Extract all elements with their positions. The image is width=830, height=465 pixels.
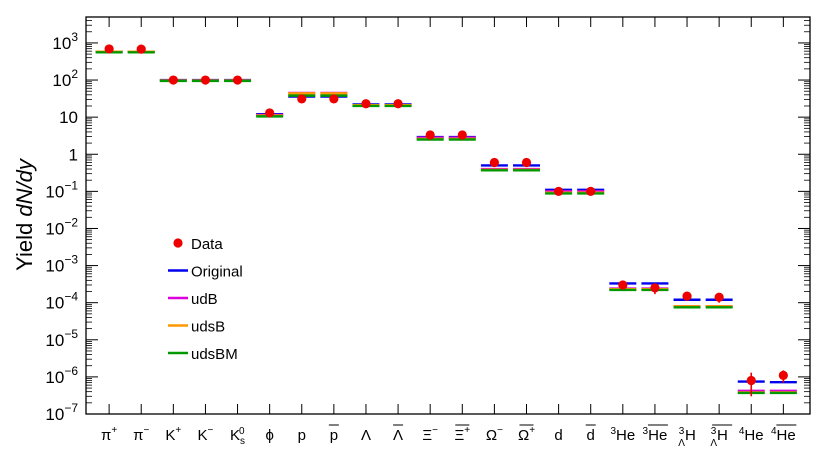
data-point xyxy=(586,186,596,196)
x-tick-label: Λ xyxy=(393,427,403,444)
data-point xyxy=(714,292,724,302)
data-point xyxy=(168,75,178,85)
data-point xyxy=(136,44,146,54)
y-axis-label-italic: dN/dy xyxy=(12,157,37,216)
data-point xyxy=(746,375,756,386)
x-tick-label: π− xyxy=(133,425,149,444)
legend-label-udsB: udsB xyxy=(191,319,225,336)
y-tick-label: 1 xyxy=(69,145,78,164)
y-tick-label: 10−1 xyxy=(45,178,78,201)
data-point xyxy=(104,44,114,54)
data-point xyxy=(393,99,403,109)
x-tick-label: p xyxy=(298,427,306,444)
series-udsBM xyxy=(95,51,797,395)
y-tick-label: 10−2 xyxy=(45,215,78,238)
data-point xyxy=(200,75,211,85)
y-axis-label: Yield dN/dy xyxy=(12,157,37,271)
legend-marker-data xyxy=(173,238,183,248)
x-tick-label: Ω− xyxy=(486,425,503,444)
y-tick-label: 103 xyxy=(52,30,78,53)
x-tick-label: K+ xyxy=(165,425,181,444)
data-point xyxy=(489,157,499,168)
data-point xyxy=(521,157,532,168)
data-point xyxy=(265,108,275,118)
y-tick-label: 10−5 xyxy=(45,327,78,350)
y-tick-label: 10−7 xyxy=(45,401,78,424)
x-tick-label: K− xyxy=(198,425,214,444)
data-point xyxy=(425,130,435,140)
series-data xyxy=(104,44,788,397)
data-point xyxy=(778,370,788,380)
y-tick-label: 10−4 xyxy=(45,290,78,313)
x-tick-label: ϕ xyxy=(265,427,273,444)
x-tick-label: Ω+ xyxy=(518,425,535,444)
x-tick-label: Ξ+ xyxy=(454,425,470,444)
x-tick-label: 3He xyxy=(643,426,668,444)
series-udB xyxy=(95,50,797,393)
x-tick-label: 3 ΛH xyxy=(678,426,696,449)
chart-marks xyxy=(95,44,797,397)
legend-label-data: Data xyxy=(191,236,223,253)
legend-label-udB: udB xyxy=(191,291,218,308)
data-point xyxy=(457,130,467,140)
data-point xyxy=(232,75,243,85)
x-tick-label: Ξ− xyxy=(422,425,438,444)
x-tick-label: 4He xyxy=(739,426,764,444)
data-point xyxy=(297,94,307,104)
data-point xyxy=(361,99,371,109)
x-tick-label: 3He xyxy=(610,426,635,444)
legend-label-Original: Original xyxy=(191,264,243,281)
x-tick-label: p xyxy=(330,427,338,444)
plot-frame xyxy=(85,16,811,415)
y-tick-label: 10−3 xyxy=(45,253,78,276)
data-point xyxy=(682,291,692,301)
x-tick-label: d xyxy=(587,427,595,444)
data-point xyxy=(329,94,339,104)
x-tick-label: π+ xyxy=(101,425,117,444)
x-tick-label: Λ xyxy=(361,427,371,444)
y-tick-label: 10 xyxy=(59,108,78,127)
y-tick-label: 102 xyxy=(52,67,78,90)
y-tick-label: 10−6 xyxy=(45,364,78,387)
data-point xyxy=(650,283,660,293)
legend: Data Original udB udsB udsBM xyxy=(168,236,243,363)
series-udsB xyxy=(95,50,797,394)
x-axis: π+ π− K+ K− Ks0 ϕ p p Λ Λ Ξ− Ξ+ Ω− Ω+ d d 3He 3He 3 ΛH 3 ΛH 4H… xyxy=(101,17,797,449)
data-point xyxy=(554,186,564,196)
data-point xyxy=(618,280,628,290)
x-tick-label: Ks0 xyxy=(230,426,245,447)
x-tick-label: 3 ΛH xyxy=(710,426,728,449)
x-tick-label: 4He xyxy=(771,426,796,444)
x-tick-label: d xyxy=(554,427,562,444)
legend-label-udsBM: udsBM xyxy=(191,346,238,363)
